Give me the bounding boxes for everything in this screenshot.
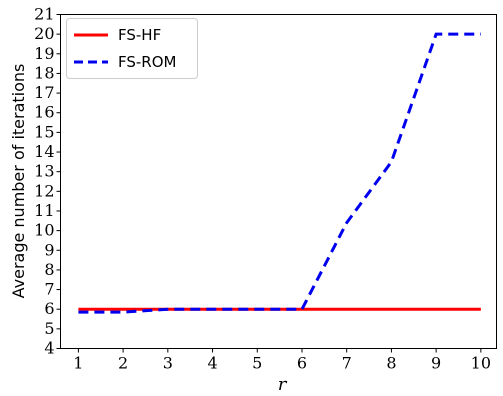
y-tick-label: 17 [34, 83, 54, 102]
series-line-fs-rom [78, 32, 481, 314]
y-tick-label: 18 [34, 63, 54, 82]
y-tick-label: 15 [34, 122, 54, 141]
x-tick-label: 7 [342, 354, 352, 373]
y-tick-label: 11 [34, 201, 54, 220]
y-tick-label: 7 [44, 280, 54, 299]
x-axis-label: r [278, 374, 288, 395]
x-tick-label: 2 [118, 354, 128, 373]
x-tick-label: 3 [163, 354, 173, 373]
y-tick-label: 16 [34, 103, 54, 122]
y-tick-label: 4 [44, 339, 54, 358]
x-tick-label: 9 [431, 354, 441, 373]
legend-label-fs-hf: FS-HF [118, 26, 161, 44]
y-tick-label: 6 [44, 299, 54, 318]
series-layer [78, 32, 481, 314]
y-tick-label: 20 [34, 24, 54, 43]
y-tick-label: 19 [34, 44, 54, 63]
legend-label-fs-rom: FS-ROM [118, 53, 176, 71]
x-tick-label: 10 [471, 354, 491, 373]
y-axis-label: Average number of iterations [9, 64, 28, 299]
plot-frame [60, 14, 497, 349]
x-tick-label: 1 [73, 354, 83, 373]
y-tick-label: 21 [34, 5, 54, 24]
y-tick-label: 5 [44, 319, 54, 338]
x-axis-ticks: 1 2 3 4 5 6 7 8 9 10 [73, 348, 491, 373]
y-tick-label: 8 [44, 260, 54, 279]
x-tick-label: 4 [207, 354, 217, 373]
x-tick-label: 5 [252, 354, 262, 373]
y-tick-label: 10 [34, 221, 54, 240]
legend: FS-HF FS-ROM [66, 18, 198, 79]
x-tick-label: 6 [297, 354, 307, 373]
y-tick-label: 13 [34, 162, 54, 181]
x-tick-label: 8 [386, 354, 396, 373]
y-tick-label: 9 [44, 240, 54, 259]
y-tick-label: 14 [34, 142, 54, 161]
y-tick-label: 12 [34, 181, 54, 200]
